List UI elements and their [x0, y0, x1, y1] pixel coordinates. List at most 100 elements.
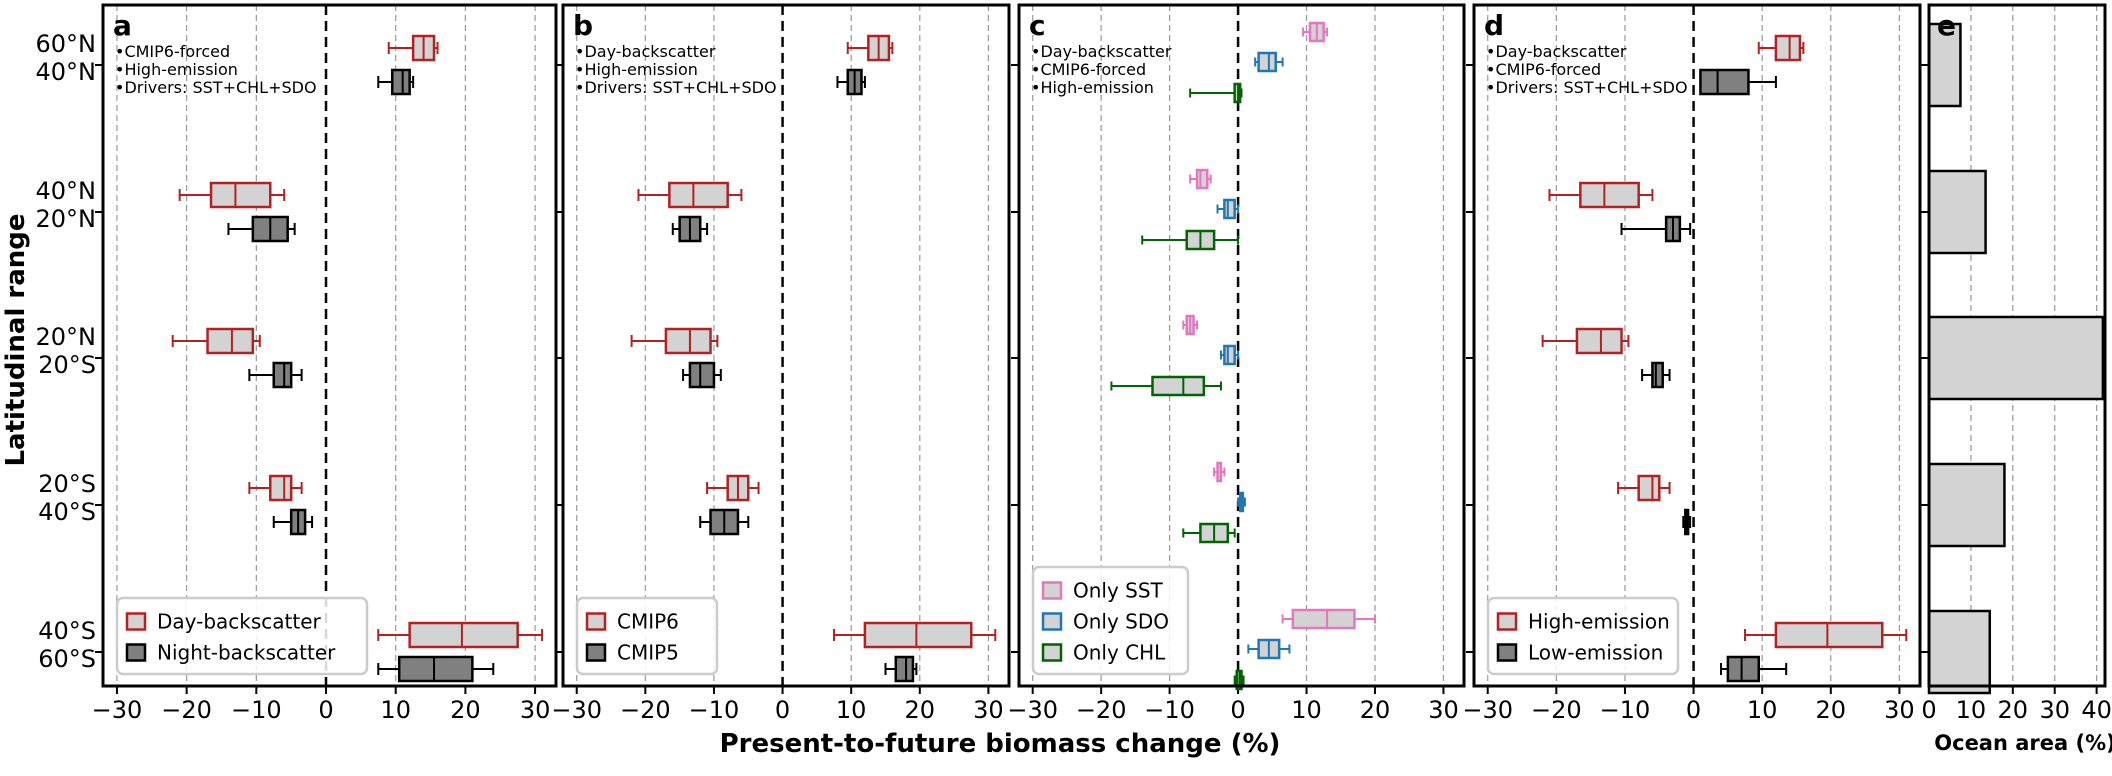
- x-tick-label: 20: [1816, 696, 1847, 724]
- box-night-backscatter: [248, 361, 303, 389]
- area-bar: [1927, 315, 2105, 401]
- box-low-emission: [1682, 508, 1692, 536]
- legend-label: CMIP6: [617, 610, 679, 634]
- box-high-emission: [1617, 474, 1671, 502]
- box-low-emission: [1641, 361, 1671, 389]
- box-cmip5: [836, 68, 866, 96]
- panel-frame: [1017, 3, 1466, 688]
- y-axis-label: Latitudinal range: [1, 213, 31, 466]
- box-body: [1257, 51, 1277, 73]
- box-only-sst: [1302, 21, 1329, 43]
- legend-label: Only SDO: [1073, 610, 1169, 634]
- box-only-sst: [1213, 461, 1226, 483]
- area-bar: [1927, 169, 1987, 255]
- box-cmip6: [637, 181, 743, 209]
- box-body: [1726, 655, 1761, 683]
- legend-swatch: [1041, 643, 1063, 662]
- x-tick-label: 10: [1747, 696, 1778, 724]
- x-tick-label: −30: [92, 696, 143, 724]
- box-body: [1699, 68, 1750, 96]
- box-body: [390, 68, 411, 96]
- box-night-backscatter: [377, 68, 415, 96]
- box-body: [668, 181, 729, 209]
- box-only-sdo: [1216, 198, 1240, 220]
- box-day-backscatter: [171, 327, 261, 355]
- box-low-emission: [1620, 215, 1692, 243]
- legend-swatch: [585, 643, 607, 662]
- x-tick-label: 20: [1360, 696, 1391, 724]
- panel-frame: [101, 3, 558, 688]
- box-cmip5: [699, 508, 750, 536]
- box-day-backscatter: [387, 34, 439, 62]
- band-bottom-label: 40°S: [38, 498, 96, 526]
- box-body: [269, 474, 293, 502]
- panel-label: d: [1484, 9, 1504, 42]
- box-body: [1151, 375, 1206, 397]
- box-body: [1291, 608, 1356, 630]
- x-tick-label: 30: [2039, 696, 2070, 724]
- box-body: [894, 655, 915, 683]
- x-tick-label: −30: [1007, 696, 1058, 724]
- x-tick-label: 30: [1428, 696, 1459, 724]
- box-day-backscatter: [377, 621, 544, 649]
- legend-frame: [1031, 565, 1190, 676]
- box-body: [1579, 181, 1640, 209]
- box-cmip5: [682, 361, 722, 389]
- band-bottom-label: 60°S: [38, 645, 96, 673]
- box-night-backscatter: [272, 508, 314, 536]
- box-high-emission: [1548, 181, 1654, 209]
- panel-note: •CMIP6-forced: [1031, 60, 1146, 79]
- box-body: [1195, 168, 1209, 190]
- box-low-emission: [1699, 68, 1777, 96]
- box-only-sst: [1281, 608, 1376, 630]
- x-tick-label: 0: [1230, 696, 1245, 724]
- box-cmip5: [884, 655, 918, 683]
- box-body: [1774, 621, 1884, 649]
- box-night-backscatter: [377, 655, 495, 683]
- box-only-sdo: [1237, 491, 1246, 513]
- legend-label: Night-backscatter: [157, 641, 336, 665]
- panel-frame: [561, 3, 1011, 688]
- legend: High-emission Low-emission: [1486, 596, 1680, 676]
- x-tick-label: 30: [1884, 696, 1915, 724]
- legend-swatch: [125, 643, 147, 662]
- legend-swatch: [1041, 581, 1063, 600]
- x-tick-label: −20: [620, 696, 671, 724]
- x-tick-label: 0: [775, 696, 790, 724]
- x-tick-label: −10: [1600, 696, 1651, 724]
- panel-label: c: [1029, 9, 1046, 42]
- area-bar: [1927, 462, 2006, 548]
- box-body: [272, 361, 293, 389]
- box-body: [1637, 474, 1661, 502]
- box-body: [688, 361, 716, 389]
- panel-note: •Day-backscatter: [1486, 42, 1627, 61]
- panel-label: a: [113, 9, 132, 42]
- box-cmip6: [833, 621, 997, 649]
- x-tick-label: 10: [1956, 696, 1987, 724]
- box-low-emission: [1720, 655, 1788, 683]
- legend: Day-backscatter Night-backscatter: [115, 596, 369, 676]
- x-tick-label: −10: [1144, 696, 1195, 724]
- box-only-sst: [1189, 168, 1212, 190]
- x-axis-label: Present-to-future biomass change (%): [720, 729, 1281, 759]
- box-body: [863, 621, 973, 649]
- legend-swatch: [125, 612, 147, 631]
- panel-label: e: [1937, 9, 1956, 42]
- panel-note: •High-emission: [1031, 78, 1154, 97]
- box-only-chl: [1182, 522, 1236, 544]
- box-cmip6: [846, 34, 894, 62]
- box-only-sdo: [1247, 638, 1291, 660]
- x-tick-label: 0: [318, 696, 333, 724]
- box-body: [408, 621, 519, 649]
- x-tick-label: 30: [973, 696, 1004, 724]
- box-cmip6: [630, 327, 719, 355]
- x-tick-label: −20: [161, 696, 212, 724]
- box-body: [1575, 327, 1623, 355]
- box-only-chl: [1110, 375, 1222, 397]
- box-high-emission: [1541, 327, 1630, 355]
- legend-label: Only SST: [1073, 579, 1164, 603]
- panel-label: b: [573, 9, 593, 42]
- area-bar: [1927, 609, 1992, 695]
- panel-note: •High-emission: [115, 60, 238, 79]
- band-top-label: 40°N: [36, 177, 97, 205]
